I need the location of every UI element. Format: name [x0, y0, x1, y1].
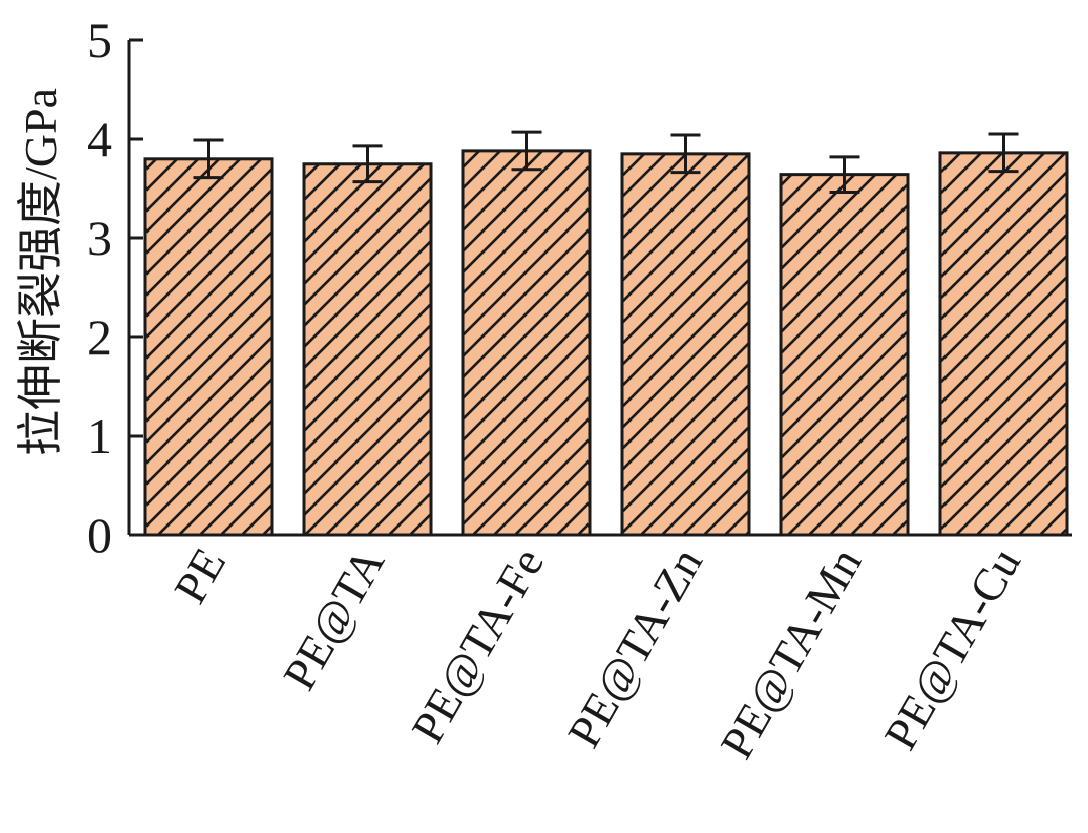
- x-tick-label-pe-ta: PE@TA: [273, 540, 394, 699]
- y-axis-ticks: 0 1 2 3 4 5: [87, 12, 143, 563]
- y-axis-label: 拉伸断裂强度/GPa: [15, 88, 66, 456]
- y-tick-label-5: 5: [87, 12, 112, 68]
- x-tick-label-pe-ta-fe: PE@TA-Fe: [401, 540, 553, 752]
- axes-group: [127, 40, 1072, 537]
- x-tick-label-pe-ta-zn: PE@TA-Zn: [558, 540, 712, 756]
- y-tick-label-0: 0: [87, 507, 112, 563]
- bar-pe-ta-zn: [620, 152, 751, 537]
- error-bars-group: [193, 130, 1019, 194]
- y-tick-label-1: 1: [87, 408, 112, 464]
- bar-pe-ta-mn: [779, 173, 910, 537]
- x-tick-label-pe: PE: [164, 540, 235, 612]
- bars-group: [143, 149, 1069, 537]
- error-bar-pe-ta-fe: [511, 130, 542, 172]
- error-bar-pe-ta: [352, 144, 383, 184]
- y-tick-label-2: 2: [87, 309, 112, 365]
- error-bar-pe-ta-zn: [670, 133, 701, 175]
- bar-pe-ta-fe: [461, 149, 592, 537]
- x-tick-label-pe-ta-cu: PE@TA-Cu: [875, 540, 1031, 758]
- bar-pe: [143, 157, 274, 537]
- y-tick-label-4: 4: [87, 111, 112, 167]
- y-tick-label-3: 3: [87, 210, 112, 266]
- error-bar-pe-ta-cu: [988, 132, 1019, 174]
- bar-pe-ta-cu: [938, 151, 1069, 537]
- error-bar-pe: [193, 138, 224, 180]
- bar-pe-ta: [302, 162, 433, 537]
- x-tick-label-pe-ta-mn: PE@TA-Mn: [711, 540, 872, 767]
- error-bar-pe-ta-mn: [829, 155, 860, 194]
